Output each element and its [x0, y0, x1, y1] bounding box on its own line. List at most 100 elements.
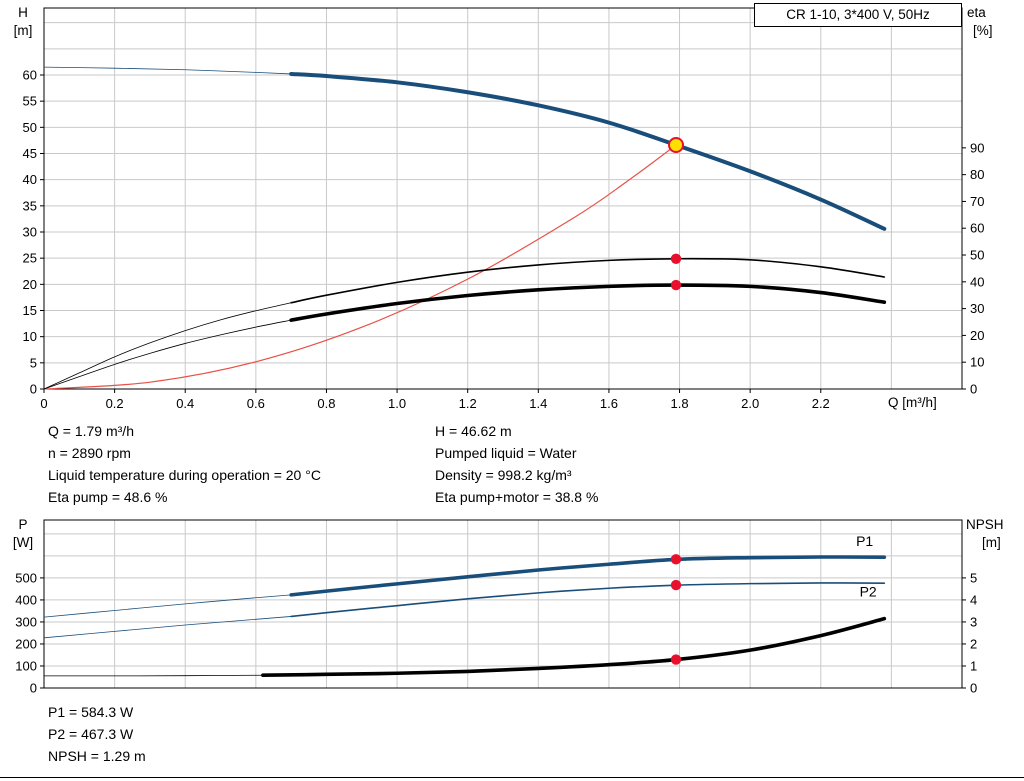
p-axis-label: P [W] — [4, 516, 42, 552]
info-head: H = 46.62 m — [435, 423, 512, 439]
info-flow: Q = 1.79 m³/h — [48, 423, 134, 439]
npsh-point — [670, 654, 682, 665]
x-tick-label: 1.6 — [600, 396, 618, 411]
x-tick-label: 2.2 — [812, 396, 830, 411]
y-right-tick-label: 60 — [970, 221, 984, 236]
y-right-tick-label: 2 — [970, 636, 977, 651]
eta-pump-curve — [290, 257, 886, 304]
info-eta-pump: Eta pump = 48.6 % — [48, 489, 168, 505]
info-density: Density = 998.2 kg/m³ — [435, 467, 572, 483]
q-axis-label: Q [m³/h] — [888, 395, 937, 410]
eta-pump-curve-lead — [43, 302, 292, 390]
x-tick-label: 1.2 — [459, 396, 477, 411]
x-tick-label: 1.4 — [529, 396, 547, 411]
y-left-tick-label: 0 — [30, 382, 37, 397]
y-left-tick-label: 100 — [15, 658, 37, 673]
duty-point[interactable] — [668, 137, 685, 154]
y-right-tick-label: 0 — [970, 681, 977, 696]
y-left-tick-label: 10 — [23, 329, 37, 344]
p-axis-unit: [W] — [12, 535, 34, 550]
x-tick-label: 0.4 — [176, 396, 194, 411]
chart-title-box: CR 1-10, 3*400 V, 50Hz — [754, 3, 962, 27]
eta-pump-motor-curve — [289, 283, 887, 322]
x-tick-label: 0.2 — [106, 396, 124, 411]
eta-pump-motor-point — [670, 279, 682, 291]
y-left-tick-label: 60 — [23, 67, 37, 82]
y-left-tick-label: 40 — [23, 172, 37, 187]
h-axis-symbol: H — [18, 5, 28, 20]
npsh-axis-unit: [m] — [982, 535, 1001, 550]
x-tick-label: 1.0 — [388, 396, 406, 411]
system-curve — [43, 144, 677, 390]
h-axis-unit: [m] — [13, 23, 33, 38]
y-right-tick-label: 40 — [970, 274, 984, 289]
p1-curve-label: P1 — [856, 533, 873, 549]
npsh-axis-symbol: NPSH — [966, 517, 1004, 532]
y-left-tick-label: 400 — [15, 592, 37, 607]
info-p1: P1 = 584.3 W — [48, 704, 134, 720]
info-pumped-liquid: Pumped liquid = Water — [435, 445, 577, 461]
duty-info-left: Q = 1.79 m³/h n = 2890 rpm Liquid temper… — [48, 420, 321, 508]
chart-1: 0 100 200 300 400 500 0 1 2 3 4 5 P1 P2 — [15, 519, 977, 696]
info-npsh: NPSH = 1.29 m — [48, 748, 146, 764]
y-right-tick-label: 5 — [970, 570, 977, 585]
info-speed: n = 2890 rpm — [48, 445, 131, 461]
y-left-tick-label: 30 — [23, 224, 37, 239]
x-tick-label: 1.8 — [670, 396, 688, 411]
bottom-divider — [0, 777, 1024, 778]
y-right-tick-label: 10 — [970, 355, 984, 370]
info-liquid-temp: Liquid temperature during operation = 20… — [48, 467, 321, 483]
y-right-tick-label: 90 — [970, 140, 984, 155]
y-right-tick-label: 3 — [970, 614, 977, 629]
y-left-tick-label: 35 — [23, 198, 37, 213]
y-left-tick-label: 15 — [23, 303, 37, 318]
plot-border — [43, 7, 963, 390]
x-tick-label: 0 — [40, 396, 47, 411]
y-left-tick-label: 50 — [23, 120, 37, 135]
y-left-tick-label: 55 — [23, 94, 37, 109]
x-tick-label: 2.0 — [741, 396, 759, 411]
head-curve — [289, 71, 887, 231]
plot-border — [43, 519, 963, 689]
y-right-tick-label: 1 — [970, 658, 977, 673]
p2-curve-label: P2 — [860, 584, 877, 600]
y-right-tick-label: 4 — [970, 592, 977, 607]
y-left-tick-label: 20 — [23, 277, 37, 292]
y-left-tick-label: 500 — [15, 570, 37, 585]
y-right-tick-label: 80 — [970, 167, 984, 182]
info-eta-pump-motor: Eta pump+motor = 38.8 % — [435, 489, 599, 505]
info-p2: P2 = 467.3 W — [48, 726, 134, 742]
p1-curve-lead — [43, 594, 292, 618]
h-axis-label: H [m] — [4, 4, 42, 40]
y-right-tick-label: 30 — [970, 301, 984, 316]
head-curve-lead — [43, 66, 292, 75]
p1-curve — [289, 555, 887, 597]
y-right-tick-label: 20 — [970, 328, 984, 343]
y-right-tick-label: 70 — [970, 194, 984, 209]
npsh-axis-label: NPSH [m] — [966, 516, 1022, 552]
eta-axis-label: eta [%] — [967, 4, 1019, 40]
power-info: P1 = 584.3 W P2 = 467.3 W NPSH = 1.29 m — [48, 701, 146, 767]
y-left-tick-label: 200 — [15, 636, 37, 651]
y-right-tick-label: 0 — [970, 382, 977, 397]
duty-info-right: H = 46.62 m Pumped liquid = Water Densit… — [435, 420, 598, 508]
p2-curve — [290, 582, 886, 618]
y-left-tick-label: 5 — [30, 355, 37, 370]
p-axis-symbol: P — [18, 517, 28, 532]
y-left-tick-label: 45 — [23, 146, 37, 161]
y-left-tick-label: 0 — [30, 681, 37, 696]
p2-point — [670, 579, 682, 591]
npsh-curve-lead — [43, 674, 263, 677]
eta-axis-symbol: eta — [967, 5, 986, 20]
eta-pump-point — [670, 253, 682, 264]
x-tick-label: 0.6 — [247, 396, 265, 411]
y-left-tick-label: 25 — [23, 251, 37, 266]
x-tick-label: 0.8 — [317, 396, 335, 411]
y-left-tick-label: 300 — [15, 614, 37, 629]
y-right-tick-label: 50 — [970, 248, 984, 263]
chart-0: 0 0.2 0.4 0.6 0.8 1.0 1.2 1.4 1.6 1.8 2.0 2.2 0 5 10 15… — [23, 7, 984, 411]
p1-point — [670, 554, 682, 565]
eta-axis-unit: [%] — [973, 23, 993, 38]
